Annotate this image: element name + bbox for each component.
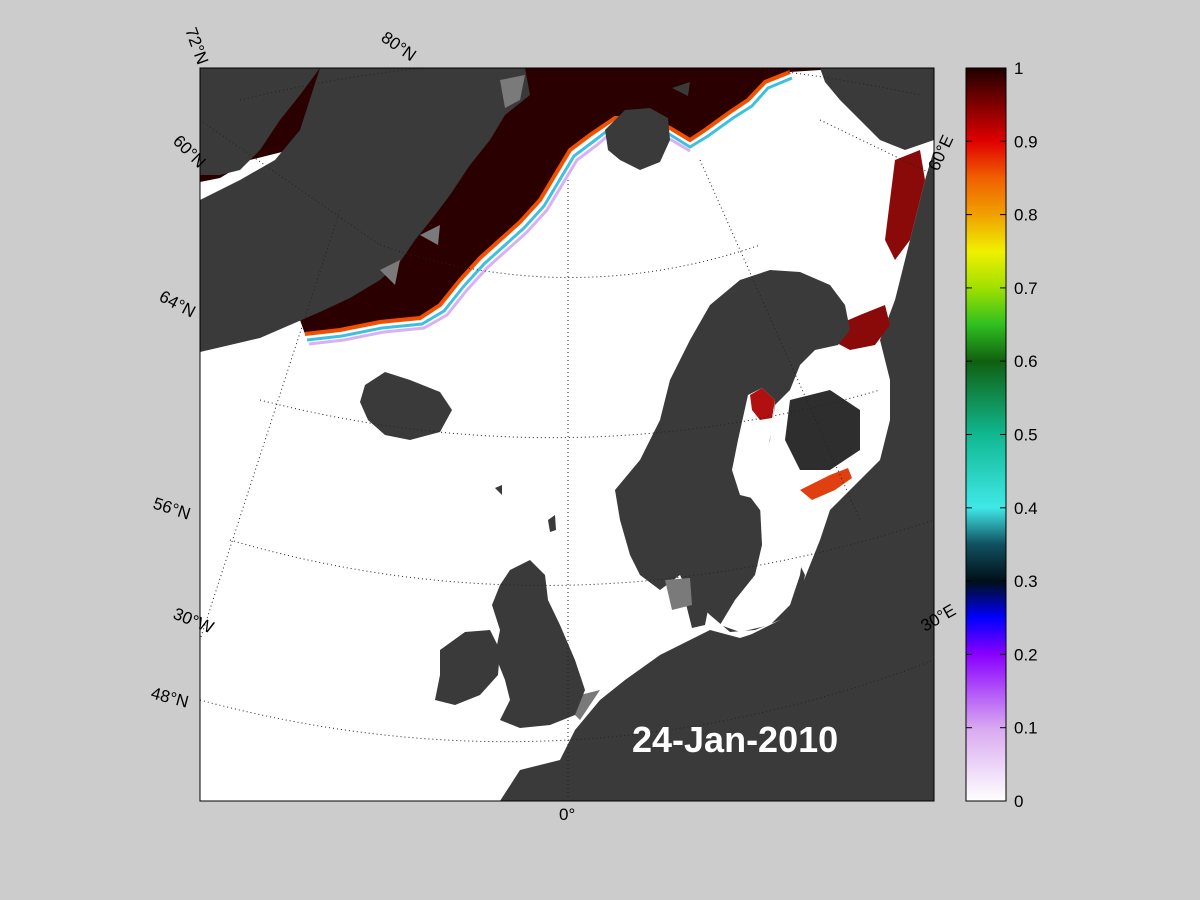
continental-europe	[500, 600, 934, 801]
colorbar-tick-label: 0.2	[1014, 645, 1038, 664]
label-lat-48n: 48°N	[149, 684, 191, 712]
colorbar-tick-label: 0.8	[1014, 206, 1038, 225]
greenland-fjord-shadow	[380, 75, 525, 285]
meridian-30w	[200, 209, 341, 641]
gulf-of-finland-ice	[800, 468, 852, 500]
meridian-60w	[200, 119, 381, 246]
shetland-islands	[495, 485, 556, 532]
colorbar-tick-label: 1	[1014, 59, 1023, 78]
iceland	[360, 372, 452, 440]
label-lon-0: 0°	[559, 805, 575, 824]
colorbar-tick-label: 0.1	[1014, 719, 1038, 738]
colorbar-gradient	[965, 67, 1007, 802]
svalbard-island	[605, 108, 670, 170]
colorbar-ticks: 1 0.9 0.8 0.7 0.6 0.5 0.4 0.3 0.2 0.1 0	[966, 59, 1038, 811]
map-frame	[199, 67, 935, 802]
white-sea-ice	[830, 305, 890, 350]
franz-josef-edge	[672, 82, 690, 96]
greenland-east-coast	[200, 68, 530, 352]
ice-edge-band	[304, 70, 791, 336]
ireland	[435, 630, 500, 705]
colorbar-tick-label: 0.7	[1014, 279, 1038, 298]
colorbar: 1 0.9 0.8 0.7 0.6 0.5 0.4 0.3 0.2 0.1 0	[965, 59, 1038, 811]
graticule	[200, 68, 934, 801]
label-lat-72n: 72°N	[181, 25, 212, 67]
novaya-zemlya	[820, 68, 934, 150]
colorbar-tick-label: 0.3	[1014, 572, 1038, 591]
baltic-sea	[720, 495, 810, 632]
parallel-80n	[379, 244, 761, 278]
bothnia-ice	[750, 388, 775, 420]
label-lat-56n: 56°N	[151, 494, 193, 524]
pechora-ice	[885, 150, 925, 260]
meridian-30e	[699, 159, 861, 521]
parallel-64n	[229, 519, 934, 586]
colorbar-tick-label: 0.5	[1014, 426, 1038, 445]
ice-edge-band-outer	[306, 76, 793, 342]
colorbar-tick-label: 0	[1014, 792, 1023, 811]
label-lat-64n: 64°N	[156, 287, 198, 322]
map-panel: 24-Jan-2010	[200, 68, 934, 801]
colorbar-tick-label: 0.6	[1014, 352, 1038, 371]
greenland-landmass	[200, 68, 320, 175]
colorbar-tick-label: 0.9	[1014, 132, 1038, 151]
parallel-arctic	[239, 68, 921, 101]
scandinavia	[615, 270, 850, 632]
label-lat-80n: 80°N	[378, 28, 420, 65]
great-britain	[492, 560, 585, 728]
date-label: 24-Jan-2010	[632, 719, 838, 760]
colorbar-tick-label: 0.4	[1014, 499, 1038, 518]
